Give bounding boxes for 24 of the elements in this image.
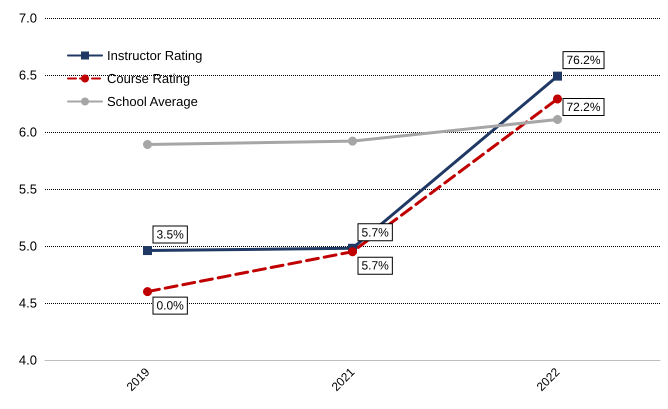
annotation: 5.7%: [362, 225, 390, 240]
y-tick-label: 5.0: [18, 238, 37, 254]
legend-label: Course Rating: [107, 71, 190, 86]
y-tick-label: 4.5: [18, 296, 37, 310]
y-tick-label: 6.5: [18, 68, 37, 82]
annotation: 5.7%: [362, 258, 390, 273]
point: [553, 94, 562, 104]
legend-label: School Average: [107, 94, 198, 109]
annotation: 0.0%: [156, 298, 184, 313]
point: [348, 136, 357, 146]
y-tick-label: 5.5: [18, 182, 37, 196]
point: [143, 246, 152, 256]
point: [143, 140, 152, 150]
annotation: 76.2%: [566, 53, 601, 68]
point: [553, 114, 562, 124]
point: [348, 247, 357, 256]
point: [143, 287, 152, 296]
annotation: 72.2%: [566, 100, 601, 114]
y-tick-label: 7.0: [18, 10, 37, 26]
legend-label: Instructor Rating: [107, 48, 202, 63]
annotation: 3.5%: [156, 228, 184, 242]
point: [553, 72, 562, 81]
y-tick-label: 6.0: [18, 124, 37, 140]
y-tick-label: 4.0: [18, 352, 37, 368]
